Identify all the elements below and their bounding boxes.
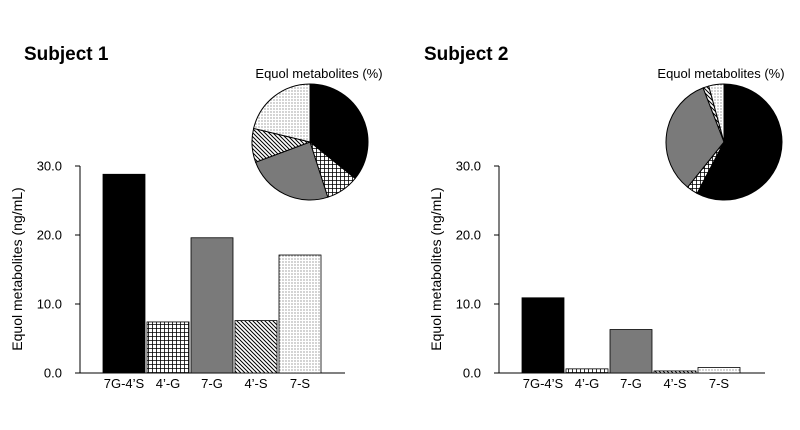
bar <box>609 329 653 374</box>
pie-slice <box>253 83 311 143</box>
y-tick-label: 10.0 <box>456 297 481 312</box>
y-tick-label: 10.0 <box>37 297 62 312</box>
bar <box>653 370 697 374</box>
pie-slice <box>309 83 369 180</box>
pie-slice <box>254 141 329 201</box>
pie-slice <box>665 87 725 188</box>
pie-chart <box>665 83 783 201</box>
panel-title: Subject 1 <box>24 44 109 65</box>
pie-title: Equol metabolites (%) <box>657 66 784 81</box>
bar <box>521 297 565 374</box>
category-label: 4’-S <box>244 376 267 391</box>
pie-slice <box>696 83 783 201</box>
y-tick-label: 30.0 <box>456 159 481 174</box>
category-label: 7-S <box>709 376 730 391</box>
pie-chart <box>251 83 369 201</box>
bar <box>102 173 146 374</box>
panel-title: Subject 2 <box>424 44 508 65</box>
y-tick-label: 30.0 <box>37 159 62 174</box>
category-label: 7G-4’S <box>523 376 564 391</box>
bar <box>565 368 609 374</box>
y-tick-label: 20.0 <box>37 228 62 243</box>
pie-slice <box>708 83 725 143</box>
y-tick-label: 0.0 <box>44 366 62 381</box>
category-label: 4’-G <box>575 376 600 391</box>
category-label: 7G-4’S <box>104 376 145 391</box>
bar <box>278 254 322 374</box>
bar <box>697 367 741 374</box>
category-label: 7-S <box>290 376 311 391</box>
category-label: 7-G <box>620 376 642 391</box>
panel-subject-2: Subject 2 Equol metabolites (%) Equol me… <box>424 44 785 391</box>
bar <box>234 320 278 374</box>
category-label: 4’-G <box>156 376 181 391</box>
y-tick-label: 20.0 <box>456 228 481 243</box>
bar-chart: 0.0 10.0 20.0 30.0 7G-4’S 4’-G 7-G 4’-S 7-S <box>456 159 765 391</box>
y-axis-label: Equol metabolites (ng/mL) <box>9 187 25 350</box>
category-label: 7-G <box>201 376 223 391</box>
y-tick-label: 0.0 <box>463 366 481 381</box>
category-label: 4’-S <box>663 376 686 391</box>
pie-title: Equol metabolites (%) <box>255 66 382 81</box>
bar <box>190 237 234 374</box>
panel-subject-1: Subject 1 Equol metabolites (%) Equol me… <box>9 44 383 391</box>
bar <box>146 321 190 374</box>
y-axis-label: Equol metabolites (ng/mL) <box>428 187 444 350</box>
bar-chart: 0.0 10.0 20.0 30.0 7G-4’S 4’-G 7-G 4’-S 7-S <box>37 159 345 391</box>
